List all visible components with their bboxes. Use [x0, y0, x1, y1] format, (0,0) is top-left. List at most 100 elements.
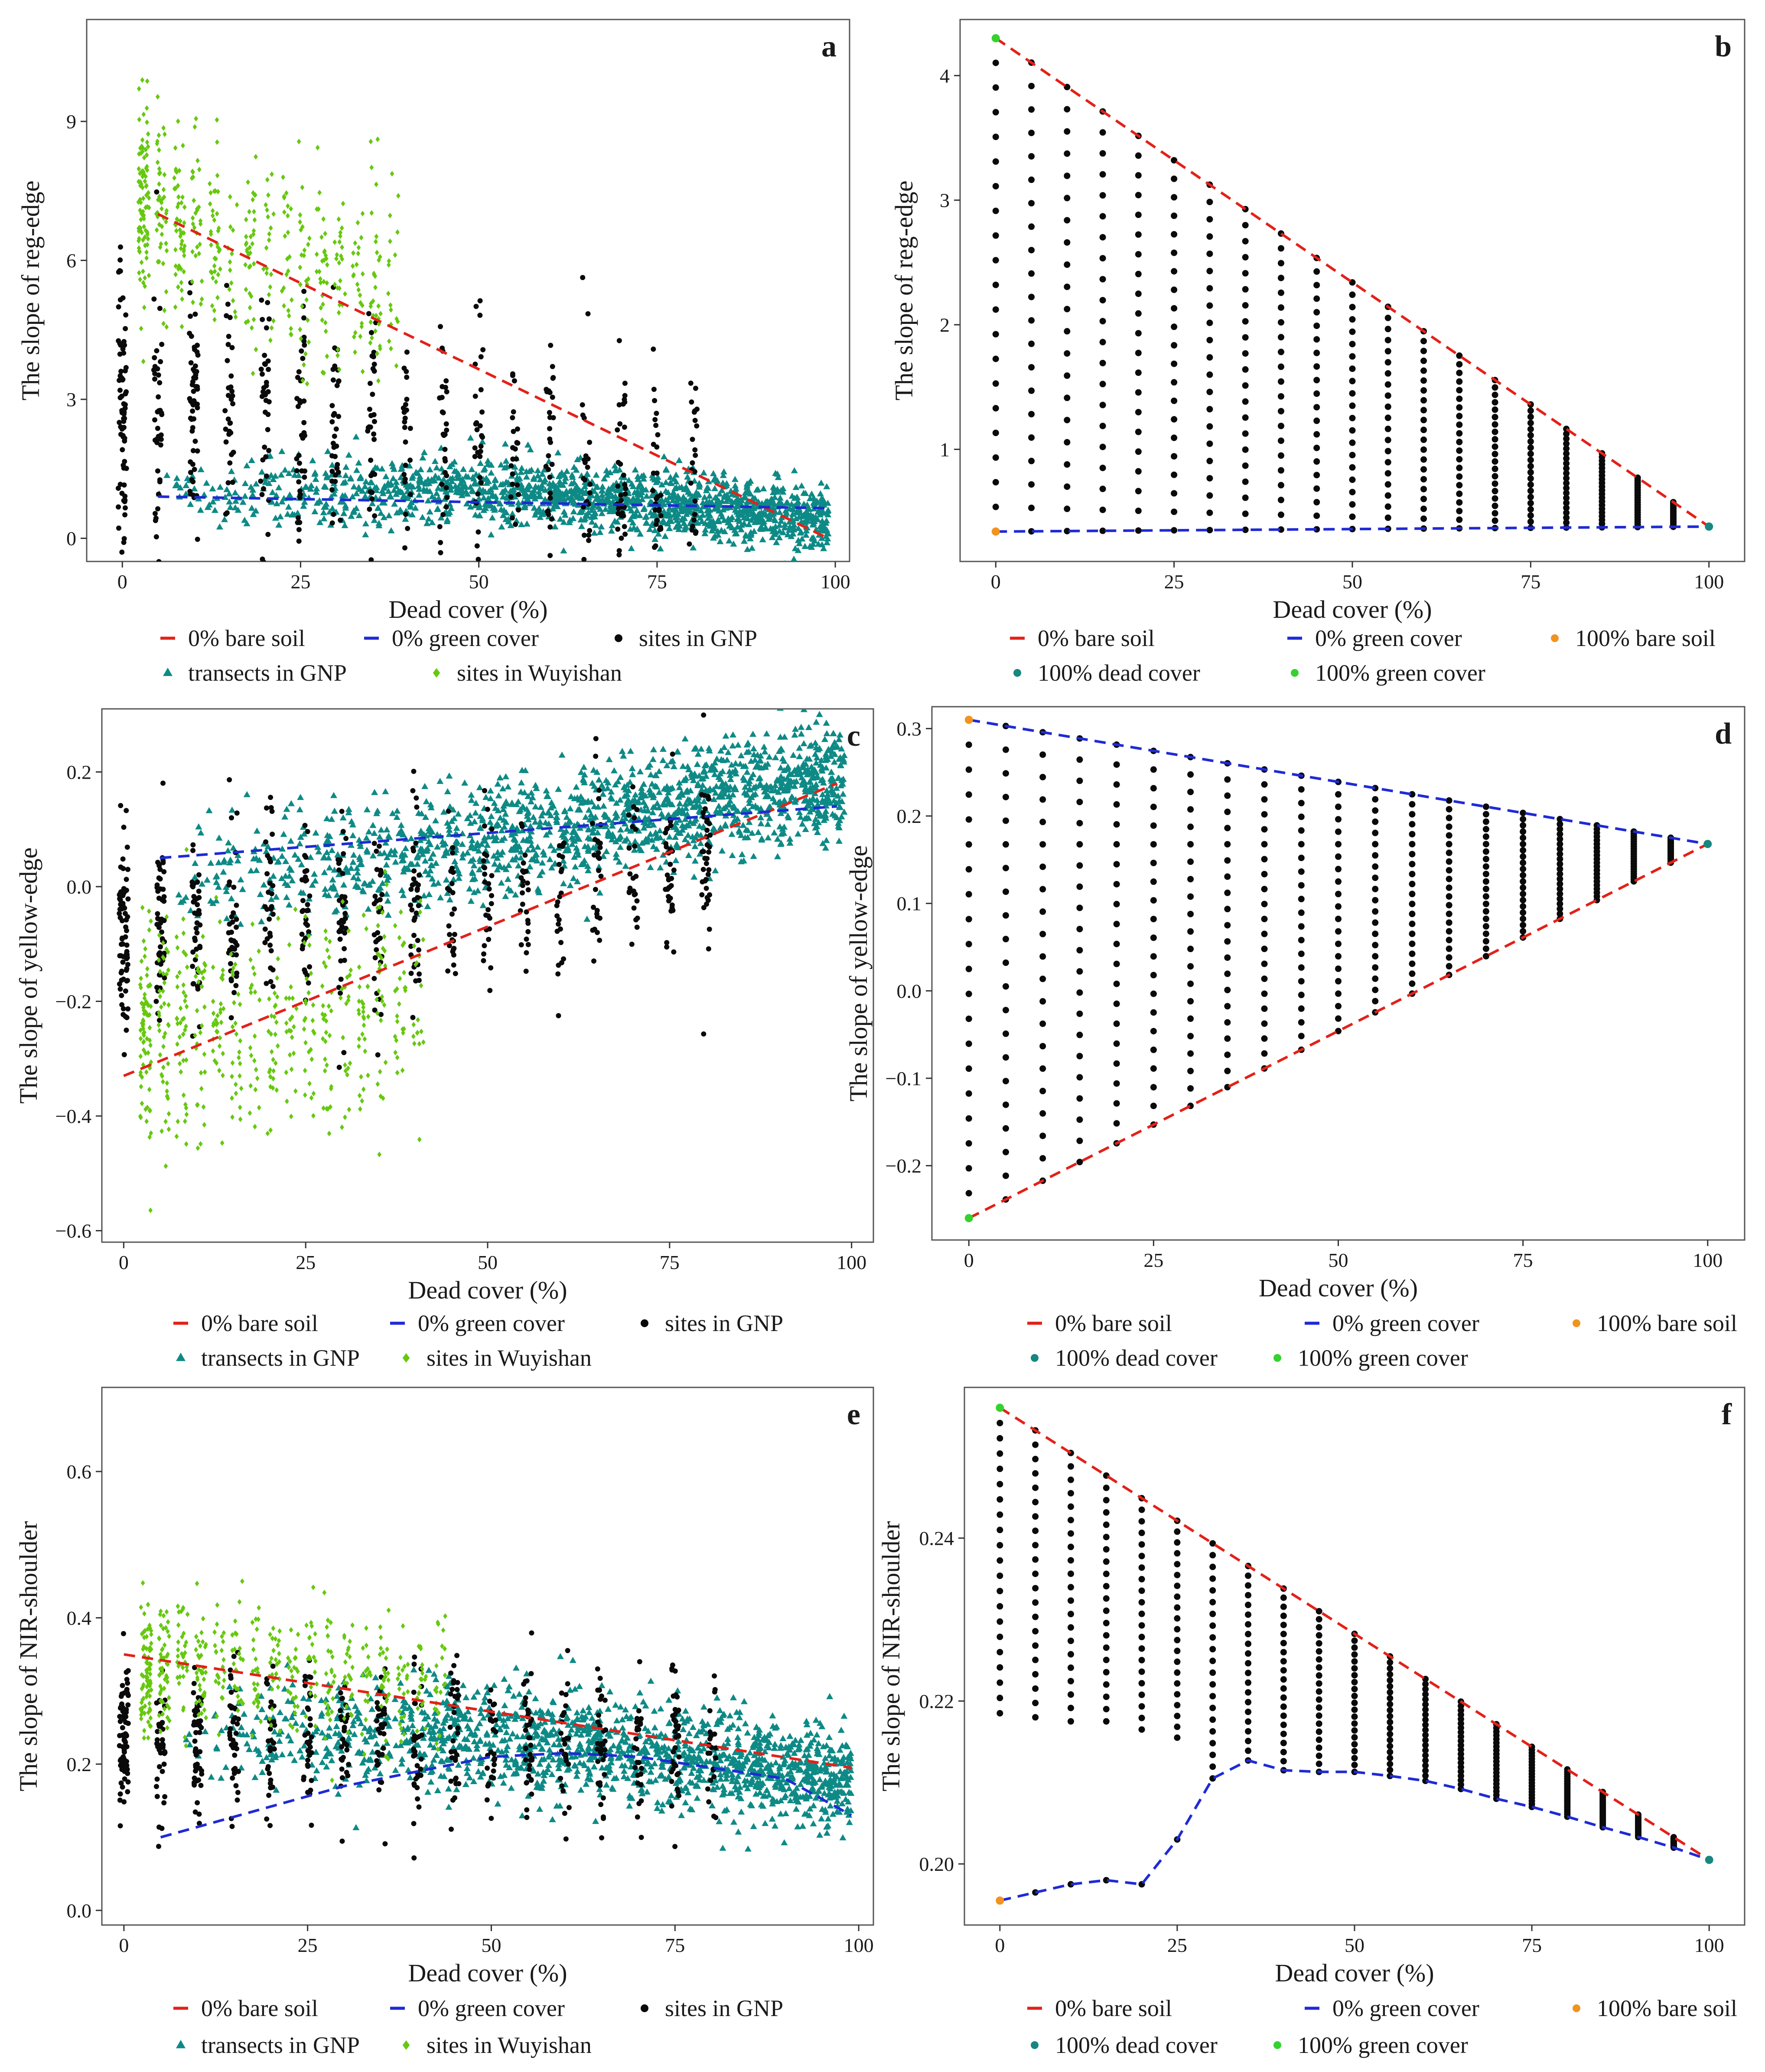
- data-point: [425, 825, 433, 832]
- data-point: [348, 512, 355, 519]
- data-point: [203, 480, 210, 486]
- grid-point: [1456, 473, 1463, 480]
- data-point: [531, 511, 539, 518]
- data-point: [429, 875, 436, 882]
- grid-point: [1313, 322, 1320, 329]
- data-point: [490, 852, 498, 859]
- data-point: [657, 601, 662, 607]
- data-point: [681, 836, 689, 842]
- data-point: [486, 501, 494, 507]
- data-point: [837, 761, 844, 768]
- data-point: [635, 499, 643, 505]
- data-point: [381, 849, 388, 856]
- data-point: [577, 793, 585, 799]
- data-point: [568, 834, 576, 840]
- data-point: [410, 788, 416, 793]
- data-point: [516, 808, 523, 814]
- data-point: [139, 326, 143, 332]
- data-point: [184, 475, 191, 481]
- data-point: [638, 789, 646, 795]
- data-point: [829, 810, 836, 817]
- data-point: [225, 393, 231, 398]
- data-point: [282, 193, 287, 199]
- grid-point: [1527, 493, 1534, 500]
- data-point: [427, 801, 434, 807]
- data-point: [157, 950, 163, 956]
- data-point: [286, 491, 293, 498]
- grid-point: [1135, 251, 1142, 258]
- data-point: [744, 546, 751, 552]
- data-point: [715, 803, 723, 809]
- data-point: [421, 487, 429, 494]
- data-point: [408, 943, 414, 949]
- grid-point: [1242, 254, 1249, 261]
- data-point: [239, 499, 247, 505]
- data-point: [123, 365, 129, 370]
- data-point: [804, 766, 811, 773]
- data-point: [822, 750, 830, 757]
- data-point: [510, 415, 515, 421]
- data-point: [207, 859, 215, 866]
- data-point: [620, 401, 626, 407]
- data-point: [556, 472, 563, 478]
- legend-label: sites in Wuyishan: [457, 660, 622, 686]
- grid-point: [1064, 439, 1071, 446]
- data-point: [606, 832, 613, 839]
- data-point: [661, 796, 669, 803]
- data-point: [199, 301, 203, 307]
- data-point: [487, 915, 492, 921]
- data-point: [492, 805, 499, 811]
- data-point: [246, 318, 251, 324]
- data-point: [155, 160, 160, 166]
- data-point: [423, 798, 430, 804]
- data-point: [223, 426, 228, 432]
- data-point: [143, 234, 147, 240]
- data-point: [179, 241, 184, 247]
- grid-point: [1420, 417, 1427, 424]
- data-point: [247, 290, 252, 297]
- data-point: [671, 505, 679, 512]
- data-point: [394, 807, 401, 814]
- data-point: [273, 492, 280, 498]
- data-point: [463, 500, 470, 507]
- grid-point: [1135, 211, 1142, 218]
- data-point: [522, 767, 529, 773]
- data-point: [273, 500, 280, 506]
- data-point: [774, 470, 781, 477]
- data-point: [289, 206, 293, 212]
- data-point: [621, 793, 628, 799]
- grid-point: [1064, 506, 1071, 512]
- data-point: [475, 866, 483, 872]
- data-point: [749, 771, 757, 777]
- data-point: [535, 823, 543, 829]
- grid-point: [1064, 528, 1071, 535]
- data-point: [661, 532, 669, 539]
- data-point: [404, 375, 410, 380]
- data-point: [474, 427, 480, 433]
- data-point: [334, 443, 339, 449]
- x-tick-label: 25: [290, 571, 310, 593]
- data-point: [736, 829, 743, 835]
- grid-point: [1099, 276, 1106, 283]
- data-point: [569, 473, 576, 480]
- data-point: [329, 520, 335, 526]
- data-point: [696, 480, 703, 486]
- data-point: [666, 833, 673, 840]
- data-point: [268, 225, 273, 231]
- data-point: [661, 801, 668, 808]
- data-point: [120, 1006, 126, 1012]
- data-point: [653, 479, 660, 485]
- grid-point: [1384, 492, 1391, 499]
- data-point: [704, 827, 710, 833]
- data-point: [524, 950, 529, 956]
- data-point: [829, 775, 836, 781]
- data-point: [190, 215, 195, 221]
- data-point: [329, 505, 336, 511]
- data-point: [187, 290, 193, 296]
- legend-label: 0% green cover: [1315, 625, 1462, 651]
- data-point: [195, 823, 202, 829]
- legend-item: 0% bare soil: [160, 625, 305, 651]
- data-point: [312, 829, 319, 836]
- data-point: [593, 492, 601, 498]
- data-point: [301, 420, 307, 425]
